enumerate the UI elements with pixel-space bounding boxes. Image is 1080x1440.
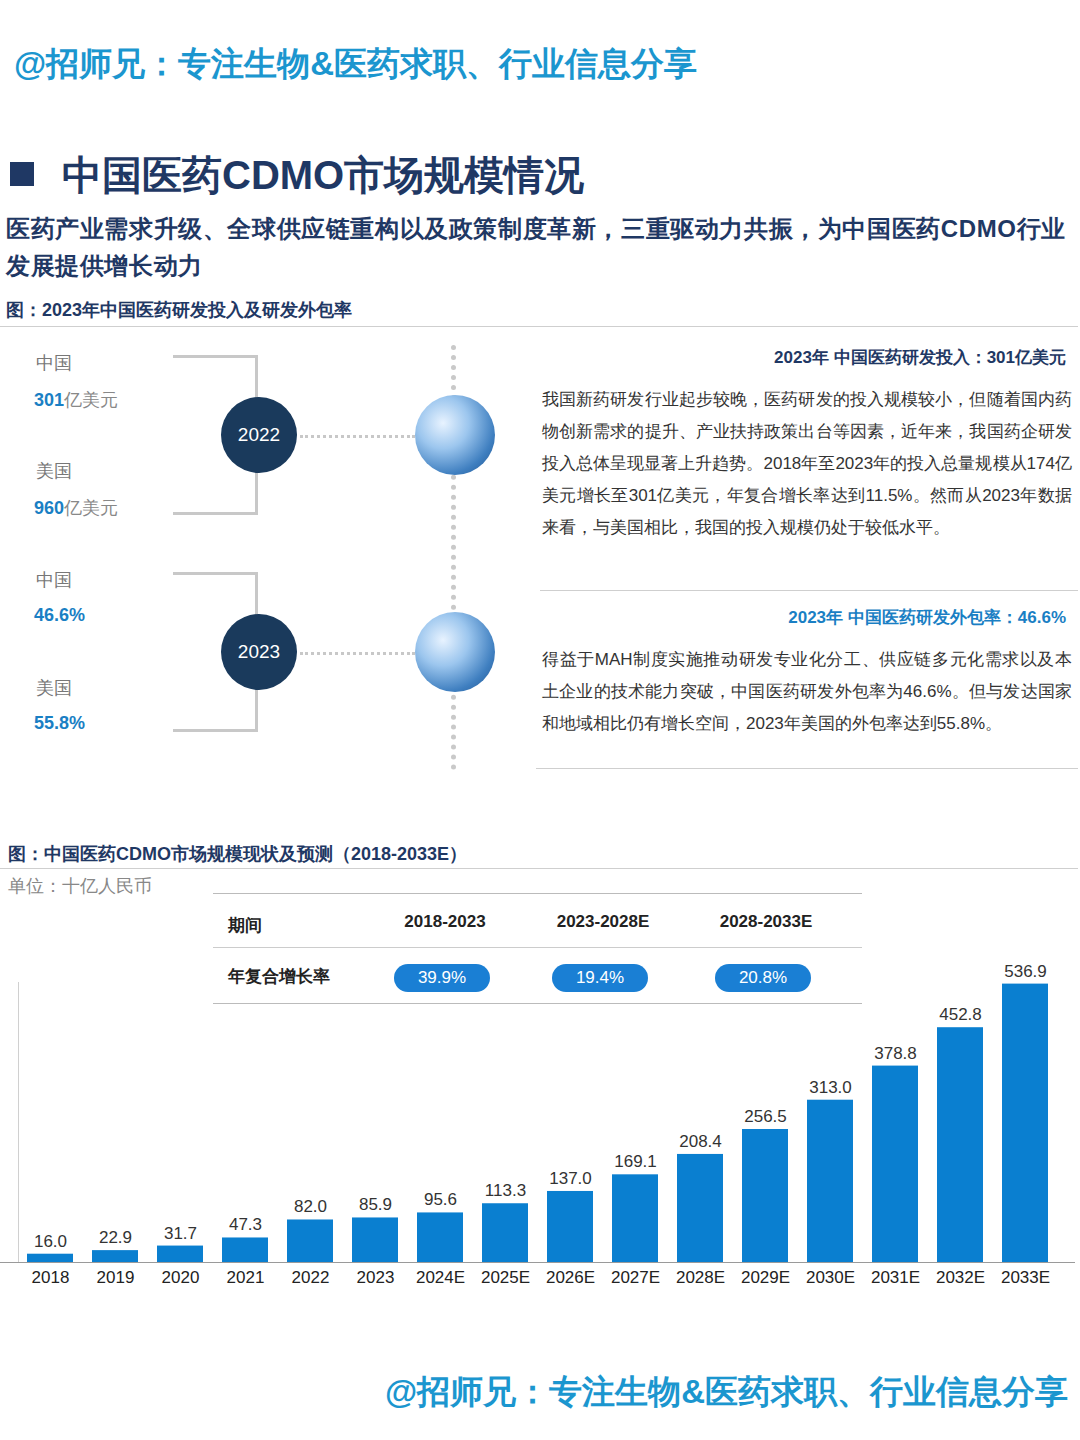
html-text:医药产业需求升级、全球供应链重构以及政策制度革新，三重驱动力: 医药产业需求升级、全球供应链重构以及政策制度革新，三重驱动力共振，为中国医药CD…: [6, 215, 1066, 279]
svg-text:82.0: 82.0: [294, 1197, 327, 1216]
svg-text:2031E: 2031E: [871, 1268, 920, 1287]
svg-text:2019: 2019: [97, 1268, 135, 1287]
html-text:单位：十亿人民币: 单位：十亿人民币: [8, 876, 152, 896]
svg-text:2032E: 2032E: [936, 1268, 985, 1287]
svg-text:16.0: 16.0: [34, 1232, 67, 1251]
html-text:@招师兄：专注生物&医药求职、行业信息分享: @招师兄：专注生物&医药求职、行业信息分享: [14, 45, 697, 82]
html-text:期间: 期间: [228, 916, 262, 935]
html-text:2022: 2022: [237, 424, 281, 445]
html-text:2018-2023: 2018-2023: [404, 912, 486, 931]
html-text:@招师兄：专注生物&医药求职、行业信息分享: @招师兄：专注生物&医药求职、行业信息分享: [385, 1373, 1068, 1410]
html-text:960亿美元: 960亿美元: [34, 498, 118, 518]
html-text:301亿美元: 301亿美元: [34, 390, 118, 410]
html-text:46.6%: 46.6%: [34, 605, 85, 625]
svg-text:2022: 2022: [292, 1268, 330, 1287]
html-text:2028-2033E: 2028-2033E: [719, 912, 813, 931]
svg-text:2028E: 2028E: [676, 1268, 725, 1287]
svg-text:31.7: 31.7: [164, 1224, 197, 1243]
svg-text:2023: 2023: [357, 1268, 395, 1287]
html-text:中国: 中国: [36, 570, 72, 590]
svg-text:378.8: 378.8: [874, 1044, 917, 1063]
html-text:中国: 中国: [36, 353, 72, 373]
svg-text:22.9: 22.9: [99, 1228, 132, 1247]
svg-text:2021: 2021: [227, 1268, 265, 1287]
svg-text:2018: 2018: [32, 1268, 70, 1287]
svg-text:2020: 2020: [162, 1268, 200, 1287]
svg-text:137.0: 137.0: [549, 1169, 592, 1188]
svg-text:2025E: 2025E: [481, 1268, 530, 1287]
html-text:55.8%: 55.8%: [34, 713, 85, 733]
svg-text:95.6: 95.6: [424, 1190, 457, 1209]
html-text:中国医药CDMO市场规模情况: 中国医药CDMO市场规模情况: [62, 153, 585, 197]
svg-text:2024E: 2024E: [416, 1268, 465, 1287]
html-text:2023: 2023: [237, 641, 281, 662]
html-text:2023年 中国医药研发投入：301亿美元: 2023年 中国医药研发投入：301亿美元: [774, 348, 1066, 367]
html-text:我国新药研发行业起步较晚，医药研发的投入规模较小，但随着国内: 我国新药研发行业起步较晚，医药研发的投入规模较小，但随着国内药物创新需求的提升、…: [542, 390, 1072, 537]
html-text:得益于MAH制度实施推动研发专业化分工、供应链多元化需求以及: 得益于MAH制度实施推动研发专业化分工、供应链多元化需求以及本土企业的技术能力突…: [542, 650, 1072, 733]
svg-text:2030E: 2030E: [806, 1268, 855, 1287]
svg-text:452.8: 452.8: [939, 1005, 982, 1024]
svg-text:536.9: 536.9: [1004, 962, 1047, 981]
svg-text:2029E: 2029E: [741, 1268, 790, 1287]
html-text:图：中国医药CDMO市场规模现状及预测（2018-2033E: 图：中国医药CDMO市场规模现状及预测（2018-2033E）: [8, 844, 468, 864]
html-text:2023年 中国医药研发外包率：46.6%: 2023年 中国医药研发外包率：46.6%: [788, 608, 1066, 627]
html-text:图：2023年中国医药研发投入及研发外包率: 图：2023年中国医药研发投入及研发外包率: [6, 300, 352, 320]
html-text:美国: 美国: [36, 461, 72, 481]
svg-text:113.3: 113.3: [485, 1181, 526, 1200]
svg-text:2027E: 2027E: [611, 1268, 660, 1287]
html-text:美国: 美国: [36, 678, 72, 698]
svg-text:169.1: 169.1: [614, 1152, 657, 1171]
svg-text:313.0: 313.0: [809, 1078, 852, 1097]
html-text:年复合增长率: 年复合增长率: [228, 967, 330, 986]
html-text:39.9%: 39.9%: [417, 968, 467, 987]
html-text:19.4%: 19.4%: [575, 968, 625, 987]
svg-text:2033E: 2033E: [1001, 1268, 1050, 1287]
svg-text:256.5: 256.5: [744, 1107, 787, 1126]
html-text:2023-2028E: 2023-2028E: [556, 912, 650, 931]
svg-text:85.9: 85.9: [359, 1195, 392, 1214]
svg-text:47.3: 47.3: [229, 1215, 262, 1234]
svg-text:208.4: 208.4: [679, 1132, 722, 1151]
html-text:20.8%: 20.8%: [738, 968, 788, 987]
svg-text:2026E: 2026E: [546, 1268, 595, 1287]
